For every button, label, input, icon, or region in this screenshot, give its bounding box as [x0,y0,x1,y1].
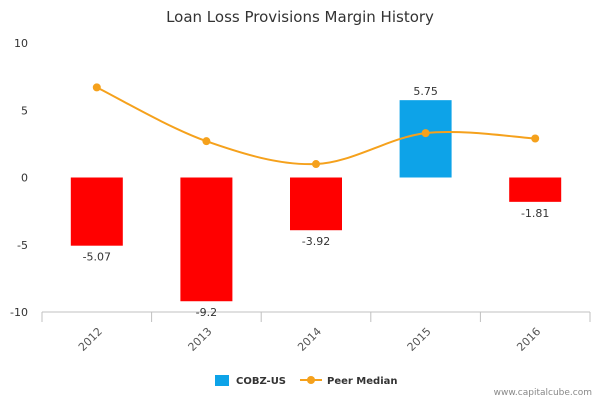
peer-median-point-2015 [421,129,430,138]
peer-median-point-2013 [202,137,211,146]
legend-marker-peer-median [307,376,315,384]
legend-label-peer-median: Peer Median [327,376,398,387]
peer-median-point-2012 [92,83,101,92]
bar-2016 [509,177,562,202]
bar-2014 [290,177,342,231]
x-tick-label: 2016 [514,325,543,354]
bar-2012 [70,177,123,246]
data-labels: -5.07 -9.2 -3.92 5.75 -1.81 [83,85,550,319]
x-axis: 2012 2013 2014 2015 2016 [41,311,591,354]
bar-value-label: -5.07 [83,251,111,264]
y-tick-label: 10 [14,37,28,50]
chart-title: Loan Loss Provisions Margin History [166,8,434,26]
y-tick-label: -5 [17,239,28,252]
credit-text: www.capitalcube.com [494,388,592,398]
x-tick-label: 2014 [295,325,324,354]
peer-median-series [92,83,540,169]
bar-value-label: 5.75 [413,85,438,98]
y-tick-label: -10 [10,306,28,319]
bar-series [70,100,562,302]
peer-median-point-2016 [531,134,540,143]
bar-value-label: -1.81 [521,207,549,220]
legend-swatch-cobz [215,375,229,386]
legend: COBZ-US Peer Median [215,375,398,387]
peer-median-point-2014 [312,160,320,169]
y-tick-label: 0 [21,172,28,185]
y-axis: 10 5 0 -5 -10 [10,37,28,319]
peer-median-line [96,86,536,166]
bar-value-label: -3.92 [302,235,330,248]
x-tick-label: 2012 [76,325,105,354]
bar-value-label: -9.2 [196,306,217,319]
bar-2015 [399,100,452,178]
x-tick-label: 2013 [186,325,215,354]
x-tick-label: 2015 [405,325,434,354]
legend-label-cobz: COBZ-US [236,376,286,387]
y-tick-label: 5 [21,104,28,117]
bar-2013 [180,177,233,302]
